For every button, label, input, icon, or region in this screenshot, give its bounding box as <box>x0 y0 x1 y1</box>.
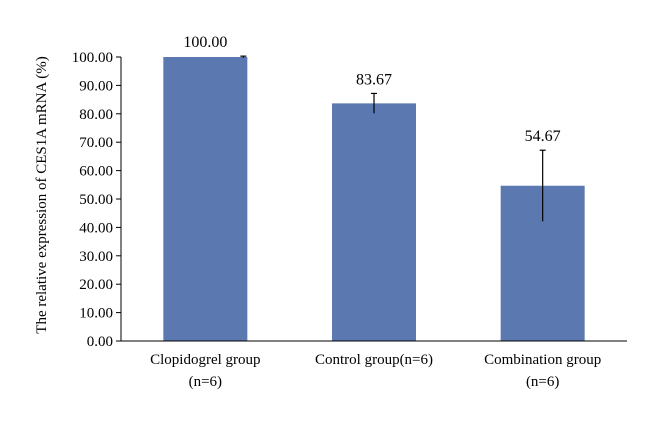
x-category-label: Clopidogrel group <box>150 352 260 368</box>
y-axis-title-group: The relative expression of CES1A mRNA (%… <box>34 56 50 333</box>
y-tick-label: 50.00 <box>79 192 113 208</box>
error-bars <box>240 55 546 222</box>
x-category-label: (n=6) <box>189 374 222 390</box>
y-tick-label: 100.00 <box>72 50 113 66</box>
bar <box>163 57 248 341</box>
data-labels: 100.00 83.67 54.67 <box>183 34 560 145</box>
data-label: 83.67 <box>356 71 392 88</box>
x-category-label: Combination group <box>484 352 601 368</box>
data-label: 54.67 <box>525 128 561 145</box>
y-axis-title: The relative expression of CES1A mRNA (%… <box>34 56 50 333</box>
y-axis-ticks: 0.00 10.00 20.00 30.00 40.00 50.00 60.00 70.00 8… <box>72 50 121 350</box>
x-axis-category-labels: Clopidogrel group (n=6) Control group(n=6)… <box>150 352 601 390</box>
x-category-label: (n=6) <box>526 374 559 390</box>
y-tick-label: 70.00 <box>79 135 113 151</box>
y-tick-label: 30.00 <box>79 249 113 265</box>
y-tick-label: 0.00 <box>87 334 113 350</box>
y-tick-label: 20.00 <box>79 277 113 293</box>
y-tick-label: 80.00 <box>79 107 113 123</box>
y-tick-label: 60.00 <box>79 164 113 180</box>
data-label: 100.00 <box>183 34 227 51</box>
y-tick-label: 10.00 <box>79 306 113 322</box>
y-tick-label: 90.00 <box>79 78 113 94</box>
y-tick-label: 40.00 <box>79 220 113 236</box>
bar <box>332 103 416 341</box>
x-category-label: Control group(n=6) <box>315 352 433 368</box>
